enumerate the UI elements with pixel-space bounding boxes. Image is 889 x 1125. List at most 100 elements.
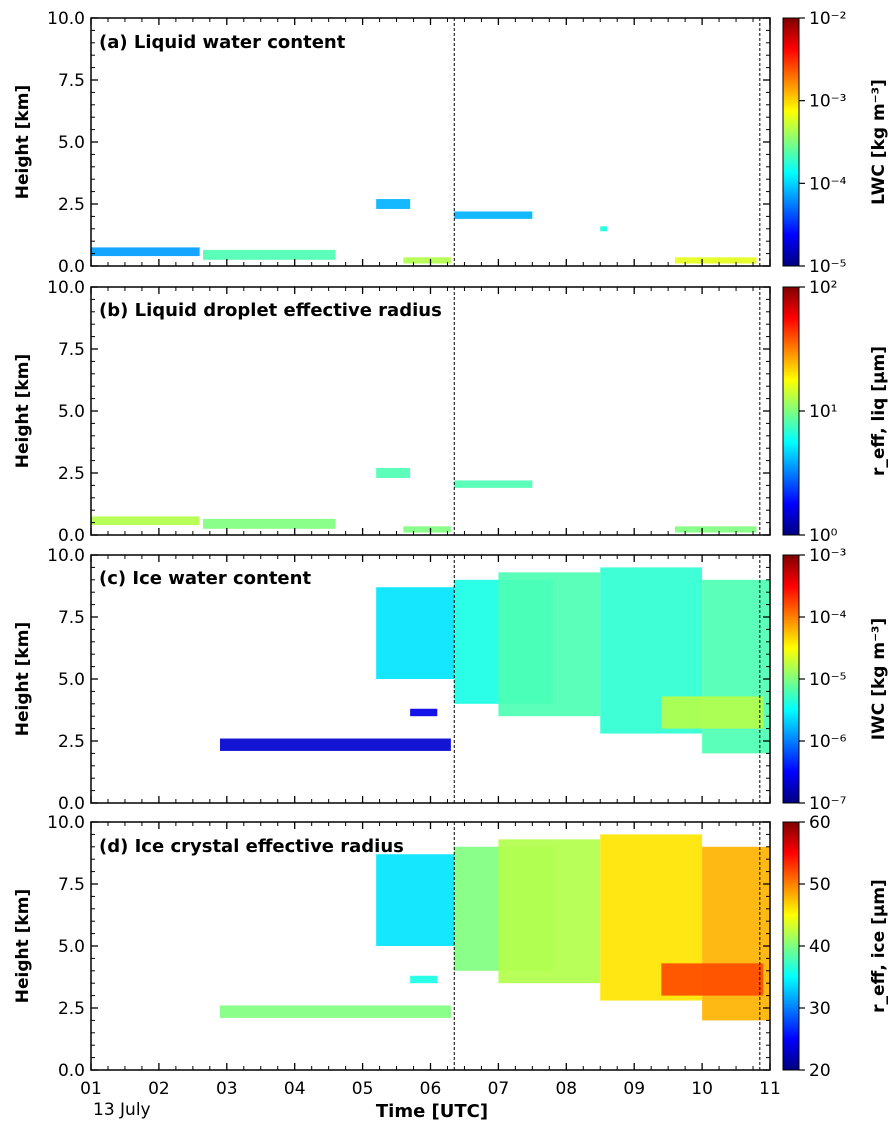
panel-c-colorbar: 10⁻⁷ 10⁻⁶ 10⁻⁵ 10⁻⁴ 10⁻³ IWC [kg m⁻³]: [782, 546, 889, 814]
x-tick-label: 02: [148, 1079, 170, 1099]
panel-c-region-6: [220, 738, 451, 751]
panel-c-data: [220, 567, 770, 754]
panel-c-ytick-label: 0.0: [58, 794, 85, 814]
panel-a-title: (a) Liquid water content: [99, 32, 346, 53]
panel-c-colorbar-tick-label: 10⁻⁷: [809, 794, 847, 814]
panel-c-ytick-label: 2.5: [58, 732, 85, 752]
panel-d-region-2: [498, 839, 601, 984]
panel-c-colorbar-label: IWC [kg m⁻³]: [869, 618, 889, 741]
panel-d-ylabel: Height [km]: [13, 889, 33, 1003]
panel-a-region-5: [600, 226, 608, 232]
panel-a-region-1: [203, 249, 336, 260]
panel-c-colorbar-tick-label: 10⁻⁴: [809, 608, 847, 628]
panel-a-colorbar-tick-label: 10⁻³: [809, 92, 846, 112]
panel-b-ylabel: Height [km]: [13, 354, 33, 468]
panel-b-title: (b) Liquid droplet effective radius: [99, 300, 442, 321]
panel-b-colorbar-label: r_eff, liq [μm]: [869, 346, 889, 476]
panel-b: 0.0 2.5 5.0 7.5 10.0 (b) Liquid droplet effe…: [13, 278, 889, 546]
panel-c-ylabel: Height [km]: [13, 622, 33, 736]
panel-a-ticks: 0.0 2.5 5.0 7.5 10.0: [47, 9, 771, 277]
panel-a-ytick-label: 2.5: [58, 195, 85, 215]
panel-a-colorbar: 10⁻⁵ 10⁻⁴ 10⁻³ 10⁻² LWC [kg m⁻³]: [782, 9, 889, 277]
panel-d-markers: [453, 822, 761, 1070]
panel-c-colorbar-tick-label: 10⁻³: [809, 546, 846, 566]
panel-c-ticks: 0.0 2.5 5.0 7.5 10.0: [47, 546, 771, 814]
panel-c: 0.0 2.5 5.0 7.5 10.0 (c) Ice water content H…: [13, 546, 889, 814]
x-tick-label: 05: [352, 1079, 374, 1099]
panel-a-ytick-label: 10.0: [47, 9, 85, 29]
panel-b-ytick-label: 7.5: [58, 340, 85, 360]
x-axis-label: Time [UTC]: [376, 1101, 488, 1122]
panel-d-data: [220, 834, 770, 1021]
panel-c-region-5: [661, 696, 764, 729]
panel-d-colorbar-tick-label: 30: [809, 999, 831, 1019]
panel-d-ytick-label: 7.5: [58, 875, 85, 895]
panel-c-markers: [453, 555, 761, 803]
panel-d-region-0: [376, 854, 455, 946]
x-tick-label: 10: [691, 1079, 713, 1099]
panel-c-ytick-label: 7.5: [58, 608, 85, 628]
panel-d-title: (d) Ice crystal effective radius: [99, 836, 404, 857]
panel-a-markers: [453, 18, 761, 266]
panel-b-region-1: [203, 518, 336, 529]
panel-c-ytick-label: 5.0: [58, 670, 85, 690]
panel-a-colorbar-tick-label: 10⁻⁴: [809, 174, 847, 194]
panel-b-data: [91, 468, 757, 533]
panel-a-ytick-label: 5.0: [58, 133, 85, 153]
panel-a-ytick-label: 7.5: [58, 71, 85, 91]
panel-a-colorbar-tick-label: 10⁻⁵: [809, 257, 846, 277]
panel-b-region-0: [91, 516, 200, 526]
x-tick-label: 06: [420, 1079, 442, 1099]
panel-b-ytick-label: 0.0: [58, 526, 85, 546]
panel-a-region-2: [376, 199, 411, 209]
panel-d-ytick-label: 5.0: [58, 937, 85, 957]
x-tick-label: 03: [216, 1079, 238, 1099]
panel-a-ylabel: Height [km]: [13, 85, 33, 199]
x-tick-label: 09: [623, 1079, 645, 1099]
panel-a-region-0: [91, 247, 200, 257]
panel-d-colorbar-tick-label: 50: [809, 875, 831, 895]
panel-d-colorbar-tick-label: 20: [809, 1061, 831, 1081]
panel-b-colorbar: 10⁰ 10¹ 10² r_eff, liq [μm]: [782, 278, 889, 546]
x-tick-label: 08: [555, 1079, 577, 1099]
panel-a-frame: [90, 17, 771, 267]
panel-a-colorbar-label: LWC [kg m⁻³]: [869, 79, 889, 205]
panel-a-ytick-label: 0.0: [58, 257, 85, 277]
panel-b-ytick-label: 5.0: [58, 402, 85, 422]
panel-c-region-0: [376, 587, 455, 679]
panel-d-ytick-label: 10.0: [47, 813, 85, 833]
panel-b-region-2: [376, 468, 411, 478]
panel-d-region-7: [410, 975, 438, 984]
panel-d-region-5: [661, 963, 764, 996]
panel-d-colorbar: 20 30 40 50 60 r_eff, ice [μm]: [782, 813, 889, 1081]
panel-c-ytick-label: 10.0: [47, 546, 85, 566]
panel-b-region-3: [403, 526, 451, 533]
panel-d-region-6: [220, 1005, 451, 1018]
panel-c-colorbar-tick-label: 10⁻⁶: [809, 732, 847, 752]
panel-d-ytick-label: 0.0: [58, 1061, 85, 1081]
panel-a-data: [91, 199, 757, 264]
panel-b-region-5: [674, 526, 757, 533]
panel-a-colorbar-tick-label: 10⁻²: [809, 9, 846, 29]
x-tick-label: 11: [759, 1079, 781, 1099]
panel-c-region-2: [498, 572, 601, 717]
panel-a-region-4: [454, 211, 533, 219]
panel-c-region-7: [410, 708, 438, 717]
panel-a: 0.0 2.5 5.0 7.5 10.0 (a) Liquid water conten…: [13, 9, 889, 277]
panel-d: 0.0 2.5 5.0 7.5 10.0 (d) Ice crystal effecti…: [13, 813, 889, 1081]
panel-c-colorbar-tick-label: 10⁻⁵: [809, 670, 846, 690]
panel-b-ytick-label: 10.0: [47, 278, 85, 298]
x-tick-label: 04: [284, 1079, 306, 1099]
x-tick-label: 07: [488, 1079, 510, 1099]
panel-b-colorbar-tick-label: 10²: [809, 278, 837, 298]
panel-b-frame: [90, 286, 771, 536]
panel-b-region-4: [454, 480, 533, 488]
panel-c-title: (c) Ice water content: [99, 568, 311, 589]
panel-b-colorbar-tick-label: 10¹: [809, 402, 837, 422]
panel-b-ytick-label: 2.5: [58, 464, 85, 484]
panel-d-colorbar-tick-label: 60: [809, 813, 831, 833]
panel-d-colorbar-tick-label: 40: [809, 937, 831, 957]
x-tick-labels: 01 02 03 04 05 06 07 08 09 10 11: [80, 1079, 781, 1099]
panel-b-ticks: 0.0 2.5 5.0 7.5 10.0: [47, 278, 771, 546]
